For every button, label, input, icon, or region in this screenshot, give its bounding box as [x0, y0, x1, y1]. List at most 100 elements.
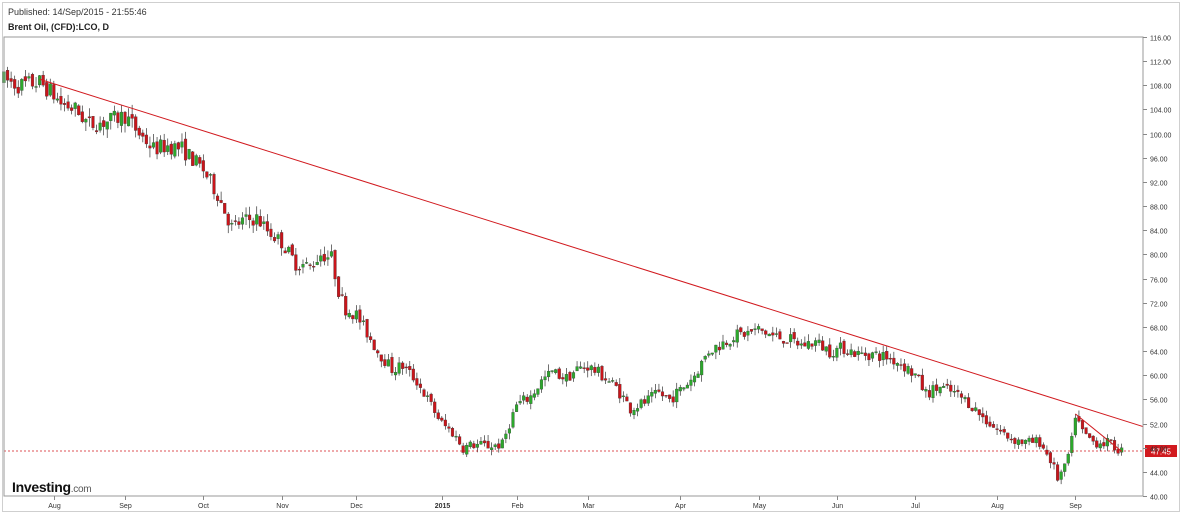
candle	[240, 212, 245, 230]
x-tick-label: Aug	[991, 503, 1004, 510]
candle	[881, 345, 885, 366]
candle	[482, 435, 487, 447]
logo-name: Investing	[12, 479, 71, 495]
candle	[112, 105, 116, 122]
logo-suffix: .com	[70, 484, 92, 495]
candle-body	[856, 350, 860, 355]
y-tick-label: 56.00	[1150, 398, 1168, 405]
candle	[860, 346, 864, 355]
candle	[262, 216, 266, 230]
candle-body	[280, 232, 284, 249]
candle-body	[938, 386, 942, 394]
candle	[1091, 435, 1095, 445]
candle	[1080, 419, 1085, 434]
candle	[390, 352, 394, 376]
candle-body	[176, 142, 180, 150]
candle-body	[9, 78, 13, 82]
candle	[785, 342, 789, 344]
candle-body	[653, 389, 657, 394]
candle-body	[643, 399, 647, 404]
candle-body	[789, 334, 793, 343]
candle-body	[625, 396, 629, 402]
candle-body	[774, 333, 778, 335]
candle	[554, 368, 558, 375]
candle-body	[45, 82, 49, 97]
candle	[55, 92, 59, 103]
candle	[329, 244, 334, 258]
candle	[94, 124, 99, 135]
y-tick-label: 104.00	[1150, 108, 1172, 115]
candle	[532, 389, 536, 401]
candle	[600, 365, 604, 382]
candle-body	[290, 244, 294, 256]
candle-body	[536, 388, 540, 395]
candle-body	[123, 111, 127, 124]
candle-body	[970, 407, 974, 411]
candle	[1102, 436, 1106, 449]
candle	[1088, 433, 1092, 439]
x-tick-label: Nov	[276, 503, 289, 510]
candle-body	[664, 395, 668, 397]
candle	[233, 214, 237, 226]
overlay-layer: 47.45	[4, 78, 1177, 458]
candle	[568, 370, 572, 381]
candle	[38, 74, 42, 88]
candle-body	[949, 384, 953, 392]
candle	[991, 421, 996, 428]
candle	[443, 414, 447, 430]
candle	[799, 339, 803, 349]
candle	[180, 133, 184, 154]
candle-body	[105, 121, 109, 130]
candle-body	[329, 251, 334, 257]
y-tick-label: 52.00	[1150, 423, 1168, 430]
candle-body	[493, 444, 497, 447]
candle	[479, 437, 483, 445]
candle	[660, 386, 665, 402]
candle-body	[137, 127, 141, 136]
candle-body	[333, 250, 337, 280]
candle	[1073, 414, 1077, 438]
candle-body	[618, 384, 622, 399]
candle	[1023, 439, 1028, 449]
y-tick-label: 68.00	[1150, 326, 1168, 333]
candle-body	[52, 84, 56, 100]
candle	[436, 409, 440, 421]
candle-body	[393, 372, 398, 376]
investing-logo: Investing.com	[12, 479, 92, 495]
candle	[700, 359, 704, 382]
candle-body	[753, 328, 757, 330]
candle-body	[678, 387, 682, 392]
candle-body	[1023, 439, 1028, 444]
candle-body	[379, 354, 383, 362]
candle-body	[216, 195, 220, 201]
candle	[593, 362, 597, 376]
candle	[169, 141, 173, 160]
candle-body	[1084, 427, 1088, 434]
candle	[828, 338, 832, 359]
candle-body	[468, 441, 472, 448]
candle-body	[426, 395, 430, 397]
candle-body	[354, 310, 358, 320]
candle-body	[554, 369, 558, 373]
candle	[465, 442, 469, 458]
candle-body	[230, 223, 234, 225]
candle-body	[458, 436, 462, 445]
candle-body	[482, 440, 487, 444]
candle-body	[233, 220, 237, 222]
candle	[817, 333, 821, 346]
candle	[283, 247, 287, 254]
candle	[48, 78, 52, 97]
candle-body	[109, 112, 113, 122]
candle-body	[582, 367, 586, 369]
candle-body	[988, 421, 992, 427]
candle	[255, 206, 259, 231]
candle	[856, 346, 860, 361]
candle-body	[23, 76, 27, 82]
candle	[970, 407, 974, 413]
candle	[369, 332, 373, 343]
candle	[308, 263, 312, 270]
candle-body	[557, 368, 561, 379]
candle-body	[34, 86, 38, 88]
candle	[831, 349, 835, 362]
candle-body	[347, 313, 351, 318]
